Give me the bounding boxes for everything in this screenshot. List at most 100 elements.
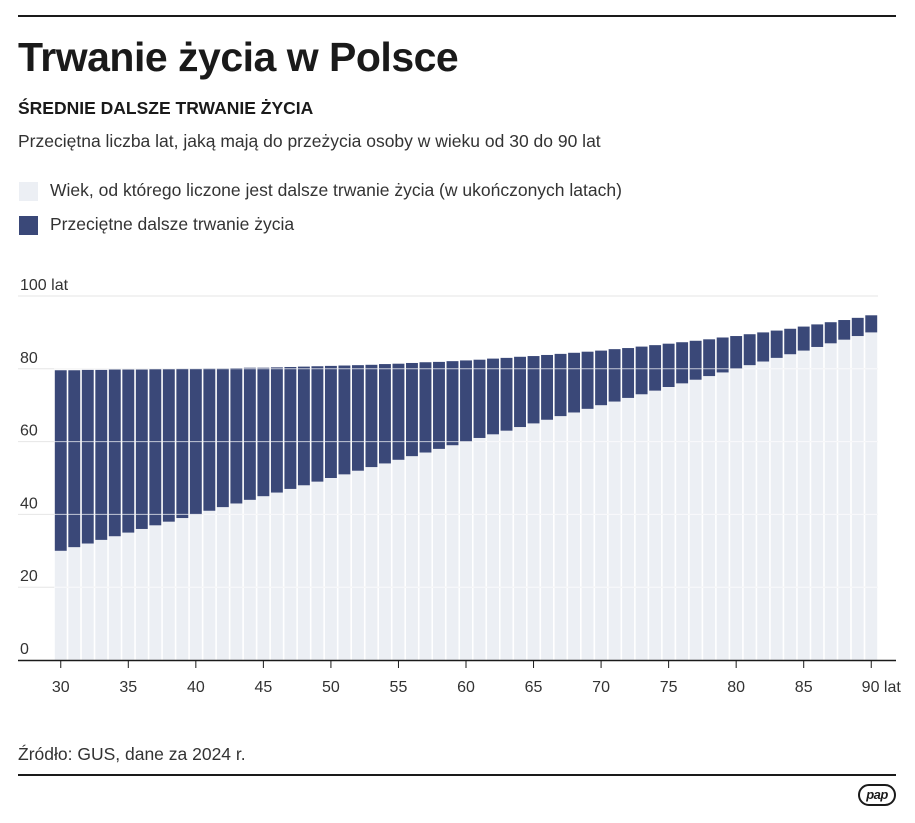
bar-expectancy — [446, 361, 459, 446]
bar-age — [460, 441, 472, 660]
bar-age — [514, 427, 526, 660]
bar-age — [595, 405, 608, 660]
y-tick-label: 20 — [20, 568, 38, 585]
bar-expectancy — [784, 328, 797, 355]
legend-label-age: Wiek, od którego liczone jest dalsze trw… — [50, 180, 622, 200]
x-tick-label: 85 — [795, 679, 813, 696]
bar-expectancy — [757, 332, 770, 362]
bar-expectancy — [284, 366, 297, 489]
x-tick-label: 65 — [525, 679, 543, 696]
bar-age — [851, 336, 864, 660]
bar-expectancy — [54, 370, 67, 551]
bar-age — [81, 543, 94, 660]
bar-age — [135, 528, 148, 660]
bar-expectancy — [311, 366, 324, 482]
bar-age — [541, 419, 554, 660]
bar-expectancy — [176, 368, 189, 519]
bar-age — [797, 350, 810, 660]
y-tick-label: 80 — [20, 350, 38, 367]
source-note: Źródło: GUS, dane za 2024 r. — [18, 744, 246, 764]
x-tick-label: 45 — [254, 679, 272, 696]
bar-age — [176, 518, 189, 660]
x-tick-label: 55 — [390, 679, 408, 696]
bar-expectancy — [324, 365, 337, 478]
bar-age — [757, 361, 770, 660]
bar-age — [122, 532, 135, 660]
bar-age — [351, 470, 364, 660]
bar-expectancy — [297, 366, 310, 486]
bar-expectancy — [406, 362, 418, 457]
bar-expectancy — [824, 322, 837, 344]
x-tick-label: 35 — [119, 679, 137, 696]
bar-expectancy — [649, 345, 662, 391]
bar-age — [149, 525, 162, 660]
bar-age — [784, 354, 797, 660]
bar-age — [743, 365, 756, 660]
bar-age — [162, 521, 175, 660]
bar-expectancy — [500, 357, 513, 431]
bar-age — [622, 397, 635, 660]
bar-age — [284, 488, 297, 660]
bar-expectancy — [433, 361, 445, 449]
bar-age — [716, 372, 729, 660]
bar-expectancy — [622, 348, 635, 398]
bar-expectancy — [203, 368, 216, 511]
bar-age — [406, 456, 418, 660]
y-tick-label: 0 — [20, 641, 29, 658]
bar-expectancy — [216, 368, 229, 508]
bar-age — [446, 445, 459, 660]
bar-age — [68, 547, 81, 660]
bar-expectancy — [608, 349, 621, 402]
bottom-rule — [18, 774, 896, 776]
bar-age — [365, 467, 378, 660]
bar-age — [811, 346, 824, 660]
bar-expectancy — [689, 340, 702, 380]
x-tick-label: 40 — [187, 679, 205, 696]
pap-logo: pap — [858, 784, 896, 806]
bar-expectancy — [419, 362, 432, 453]
bar-expectancy — [460, 360, 472, 442]
chart-description: Przeciętna liczba lat, jaką mają do prze… — [18, 131, 601, 151]
legend-swatch-age — [19, 182, 38, 201]
bar-age — [676, 383, 689, 660]
bar-expectancy — [581, 351, 594, 409]
bar-expectancy — [554, 353, 567, 417]
bar-expectancy — [473, 359, 486, 438]
bar-age — [378, 463, 391, 660]
bar-age — [270, 492, 283, 660]
bar-age — [824, 343, 837, 660]
bar-age — [865, 332, 878, 660]
y-tick-label: 100 lat — [20, 277, 69, 294]
bar-age — [527, 423, 540, 660]
bar-expectancy — [743, 334, 756, 366]
bar-age — [649, 390, 662, 660]
bar-age — [338, 474, 351, 660]
bar-expectancy — [487, 358, 499, 435]
bar-expectancy — [378, 364, 391, 464]
bar-expectancy — [770, 330, 783, 358]
bar-age — [838, 339, 851, 660]
bar-age — [473, 437, 486, 660]
bar-expectancy — [351, 365, 364, 471]
bar-expectancy — [811, 324, 824, 347]
bar-expectancy — [730, 336, 743, 369]
bar-expectancy — [135, 369, 148, 529]
legend-label-expectancy: Przeciętne dalsze trwanie życia — [50, 214, 295, 234]
bar-expectancy — [703, 339, 716, 377]
bar-age — [257, 496, 270, 660]
bar-age — [230, 503, 243, 660]
bar-expectancy — [676, 342, 689, 384]
bar-age — [216, 507, 229, 660]
bar-age — [703, 376, 716, 660]
bar-expectancy — [230, 368, 243, 504]
bar-expectancy — [595, 350, 608, 406]
bar-age — [243, 499, 256, 660]
bar-age — [568, 412, 581, 660]
life-expectancy-chart: 0 20 40 60 80 100 lat 30 35 40 45 50 55 60 65 70 75 80 85… — [18, 277, 901, 696]
bar-age — [635, 394, 648, 660]
bar-expectancy — [122, 369, 135, 533]
bar-expectancy — [838, 320, 851, 340]
bar-age — [500, 430, 513, 660]
bar-age — [311, 481, 324, 660]
bar-age — [203, 510, 216, 660]
